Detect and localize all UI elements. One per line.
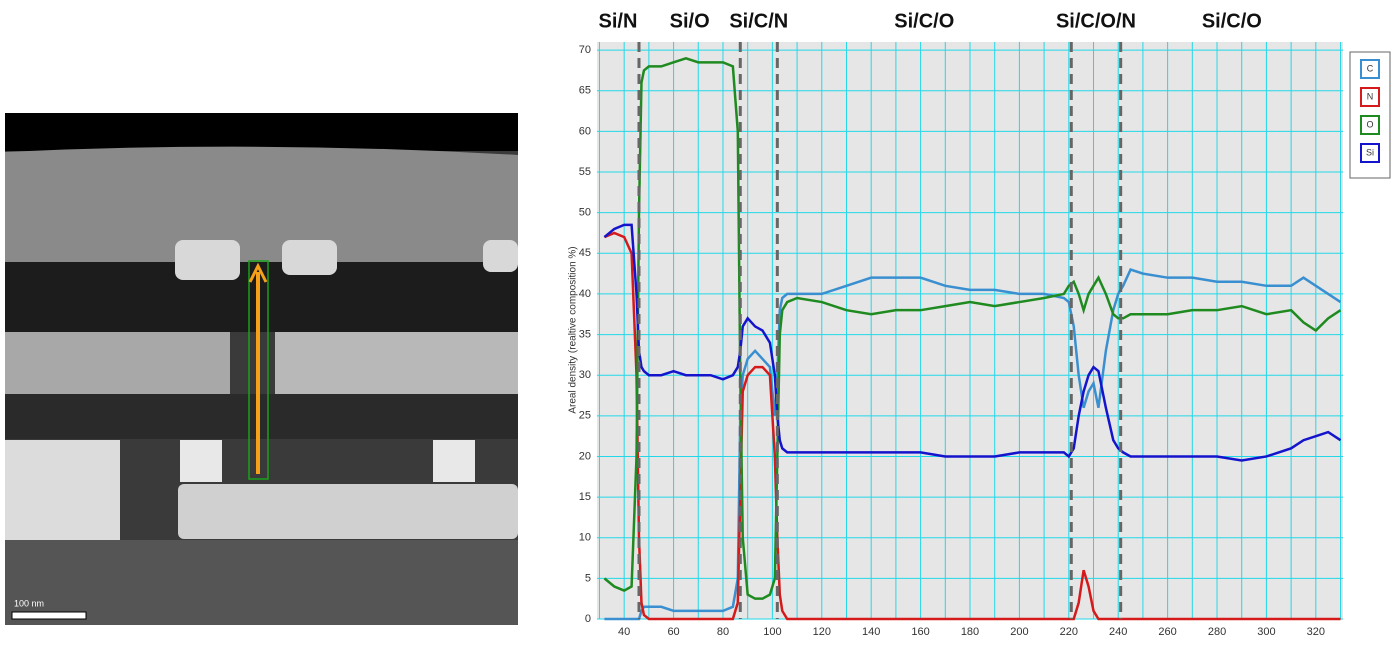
- region-label: Si/O: [670, 10, 710, 32]
- y-tick-label: 10: [579, 532, 591, 544]
- y-tick-label: 0: [585, 613, 591, 625]
- y-tick-label: 15: [579, 491, 591, 503]
- y-tick-label: 5: [585, 572, 591, 584]
- y-tick-label: 55: [579, 166, 591, 178]
- legend-label: C: [1367, 63, 1374, 73]
- x-tick-label: 140: [862, 626, 880, 638]
- series-line: [603, 231, 1341, 621]
- y-tick-label: 60: [579, 125, 591, 137]
- y-tick-label: 35: [579, 328, 591, 340]
- legend-swatch: [1360, 115, 1380, 135]
- x-tick-label: 180: [961, 626, 979, 638]
- x-tick-label: 320: [1307, 626, 1325, 638]
- y-tick-label: 20: [579, 450, 591, 462]
- legend-label: Si: [1366, 147, 1374, 157]
- x-tick-label: 200: [1010, 626, 1028, 638]
- x-tick-label: 220: [1060, 626, 1078, 638]
- x-tick-label: 160: [911, 626, 929, 638]
- x-tick-label: 40: [618, 626, 630, 638]
- y-tick-label: 65: [579, 85, 591, 97]
- series-line: [603, 56, 1342, 600]
- y-tick-label: 30: [579, 369, 591, 381]
- x-tick-label: 300: [1257, 626, 1275, 638]
- tem-image: 100 nm: [5, 113, 518, 625]
- y-axis-label: Areal density (realtive composition %): [568, 246, 579, 413]
- region-label: Si/C/O: [1202, 10, 1262, 32]
- x-tick-label: 60: [667, 626, 679, 638]
- legend-label: N: [1367, 91, 1374, 101]
- x-tick-label: 280: [1208, 626, 1226, 638]
- y-tick-label: 40: [579, 288, 591, 300]
- legend-swatch: [1360, 59, 1380, 79]
- region-label: Si/C/O/N: [1056, 10, 1136, 32]
- x-tick-label: 260: [1158, 626, 1176, 638]
- legend-swatch: [1360, 143, 1380, 163]
- legend-label: O: [1366, 119, 1373, 129]
- x-tick-label: 100: [763, 626, 781, 638]
- y-tick-label: 50: [579, 207, 591, 219]
- x-tick-label: 120: [813, 626, 831, 638]
- y-tick-label: 70: [579, 44, 591, 56]
- region-label: Si/C/N: [729, 10, 788, 32]
- series-line: [604, 268, 1342, 621]
- region-label: Si/N: [599, 10, 638, 32]
- scale-label: 100 nm: [14, 598, 44, 608]
- x-tick-label: 240: [1109, 626, 1127, 638]
- y-tick-label: 25: [579, 410, 591, 422]
- region-label: Si/C/O: [894, 10, 954, 32]
- y-tick-label: 45: [579, 247, 591, 259]
- series-line: [603, 223, 1342, 462]
- legend-swatch: [1360, 87, 1380, 107]
- x-tick-label: 80: [717, 626, 729, 638]
